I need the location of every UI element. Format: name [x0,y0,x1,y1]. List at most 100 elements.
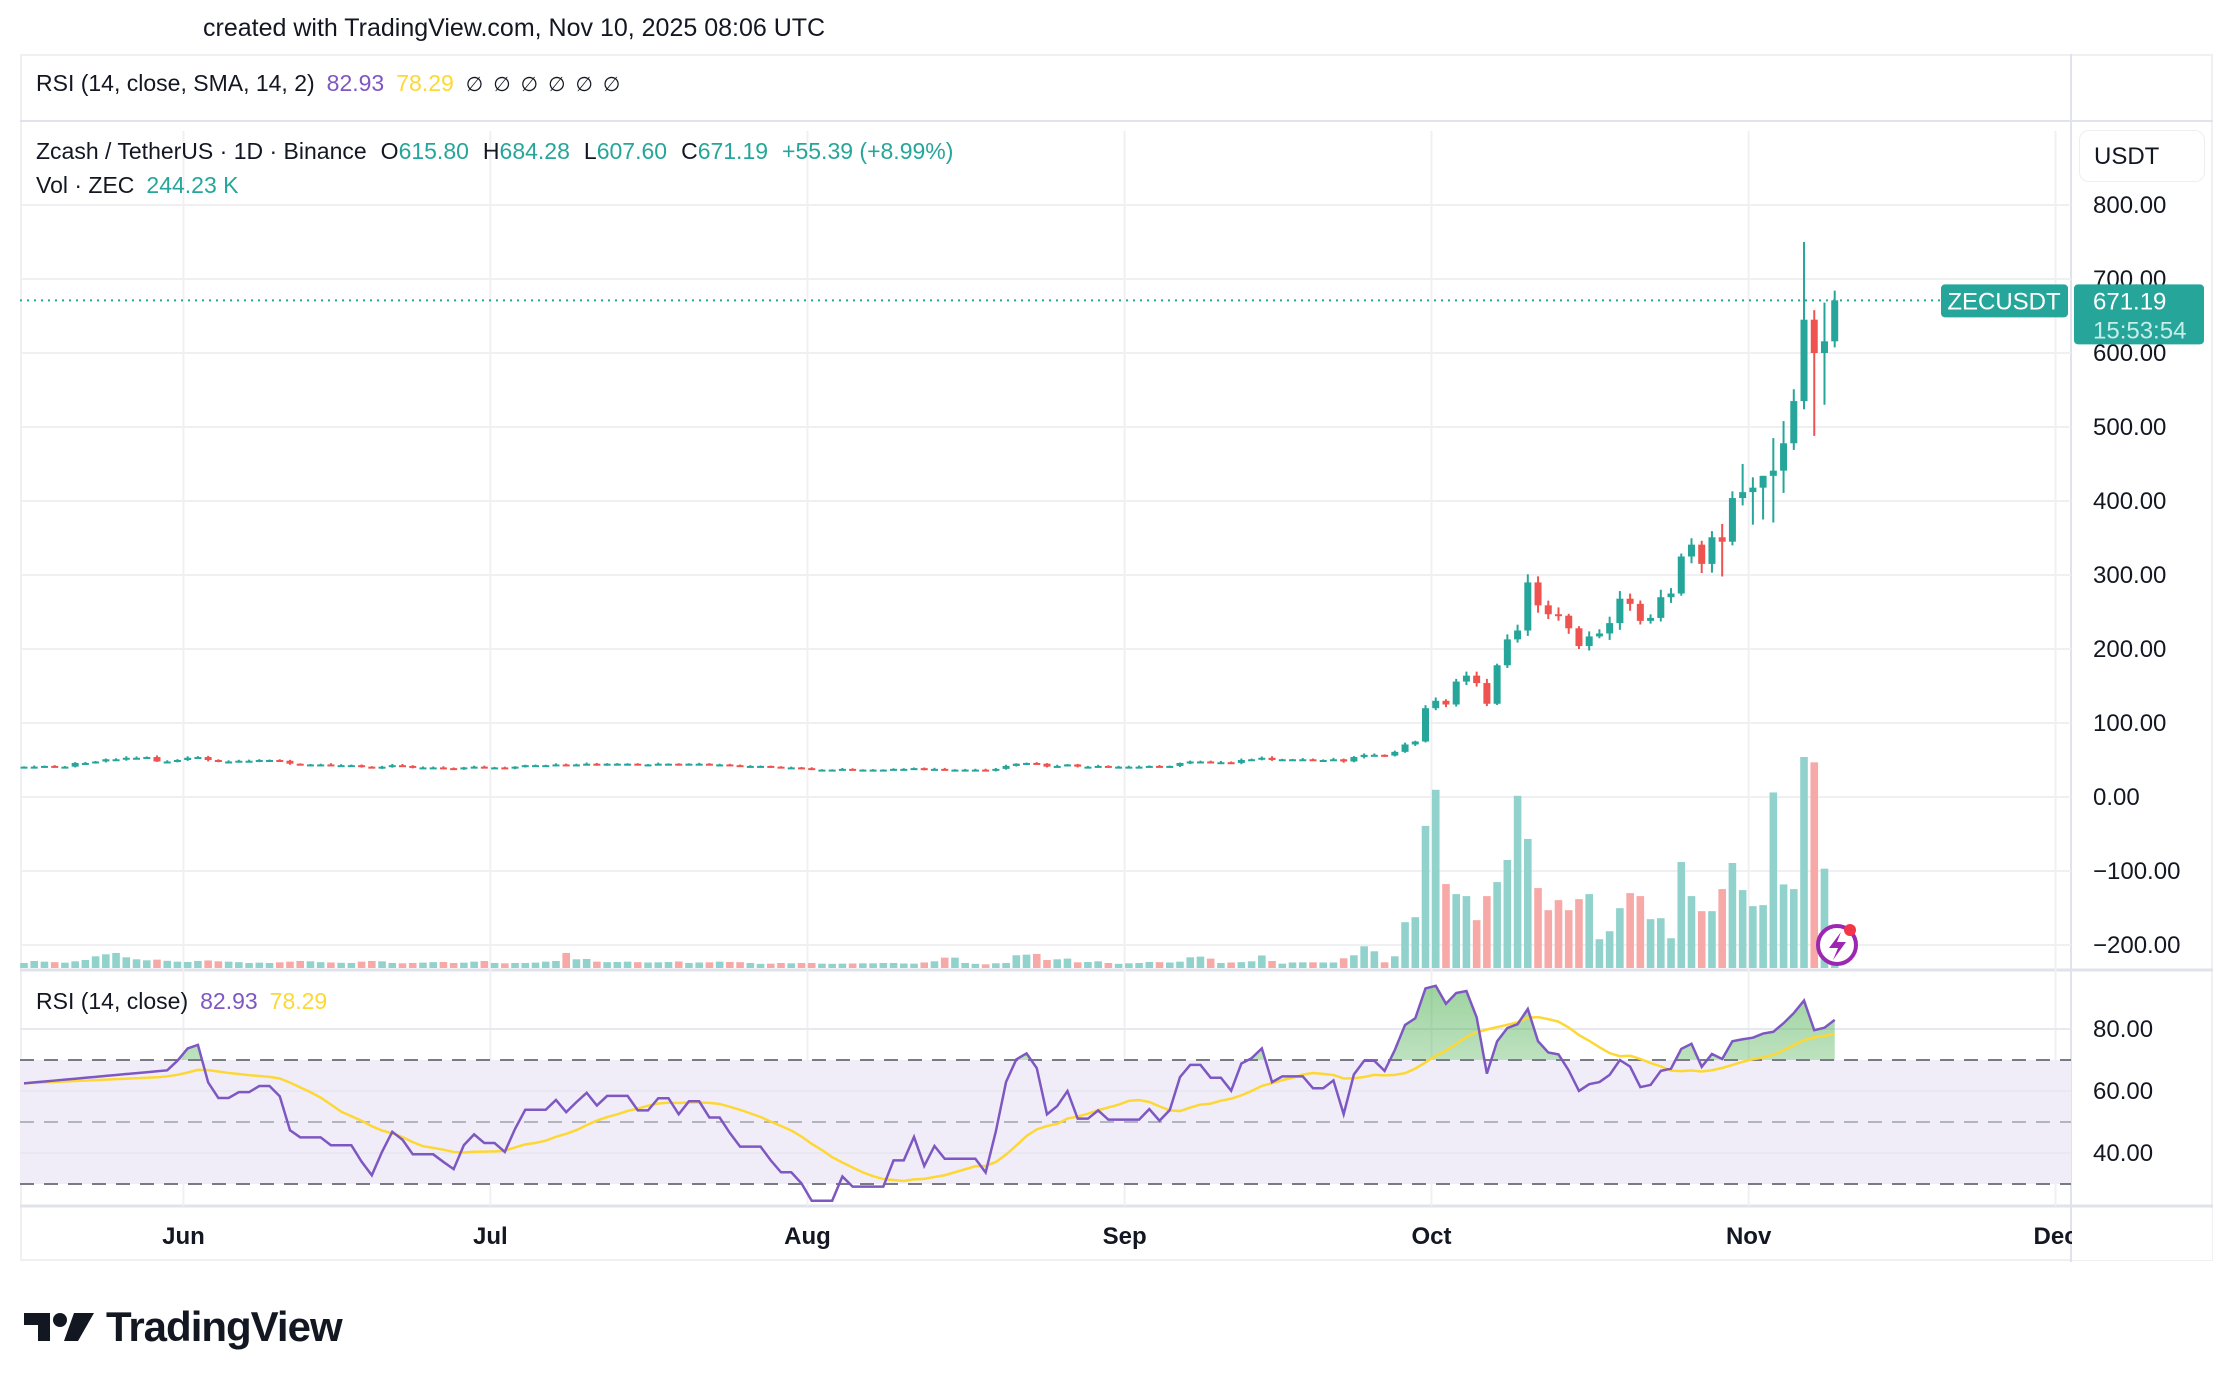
candle [491,766,499,770]
candle [1555,607,1562,621]
candle [1749,477,1757,525]
candle-body [849,768,857,771]
candle-body [1145,765,1153,768]
symbol-tag [1941,284,2068,318]
volume-bar [1125,963,1133,968]
candle-body [1196,761,1204,764]
volume-bar [1534,888,1542,968]
candle [562,763,570,767]
volume-bar [889,962,898,968]
candle-body [1728,498,1736,542]
currency-button[interactable]: USDT [2079,130,2205,182]
volume-bar [838,963,847,968]
candle-body [1104,765,1112,768]
candle [409,765,417,769]
candle [1258,756,1266,761]
volume-bar [1442,884,1450,968]
volume-bar [1646,919,1655,968]
candle-body [439,767,447,770]
candle [276,759,284,762]
candle [1534,576,1542,613]
candle [1626,593,1634,611]
volume-bar [1800,757,1808,968]
candle [685,763,693,766]
volume-bar [1032,953,1041,968]
volume-bar [1196,956,1205,968]
candle [1084,765,1092,769]
candle-body [1063,764,1071,767]
candle-body [255,760,263,762]
time-axis-label: Nov [1726,1223,1772,1250]
candle-body [1462,675,1470,682]
price-tag-countdown: 15:53:54 [2093,317,2186,344]
candle-body [1626,598,1634,604]
close-value: 671.19 [697,138,769,164]
candle [1790,389,1798,450]
candle-body [1636,603,1644,621]
candle-body [92,761,100,764]
candle-body [1575,628,1583,647]
candle-body [409,765,417,768]
candle-body [1514,630,1522,640]
candle-body [1299,759,1307,762]
candle-body [358,765,366,768]
volume-bar [848,963,857,968]
volume-bar [194,960,202,968]
price-axis-label: 600.00 [2093,340,2166,367]
candle [808,767,816,771]
main-series-legend[interactable]: Zcash / TetherUS · 1D · Binance O 615.80 … [36,138,953,165]
candle [470,765,478,769]
candle [1104,765,1112,768]
volume-bar [992,963,1000,968]
price-axis-label: 0.00 [2093,784,2140,811]
volume-bar [1697,911,1706,968]
candle [746,765,754,768]
close-label: C [681,138,698,164]
volume-bar [1135,962,1143,968]
volume-bar [50,962,59,968]
volume-bar [419,962,427,968]
candle-body [1749,487,1757,493]
candle [920,767,928,771]
volume-bar [1544,910,1553,968]
candle-body [808,768,816,771]
volume-bar [541,961,550,968]
volume-bar [40,961,49,968]
nan-value: ∅ [548,74,576,96]
volume-bar [1483,896,1491,968]
tradingview-logo[interactable]: TradingView [24,1303,343,1351]
candle-body [1258,757,1266,760]
rsi-legend-sma: 78.29 [269,988,328,1014]
candle-body [419,767,427,770]
volume-bar [1513,795,1522,968]
volume-bar [286,961,294,968]
candle [1401,742,1409,753]
candle-body [317,764,325,767]
volume-legend[interactable]: Vol · ZEC 244.23 K [36,172,239,199]
candle-body [450,768,458,771]
candle [429,766,437,770]
candle-body [736,765,744,768]
open-value: 615.80 [398,138,469,164]
candle [1217,760,1225,765]
candle-body [1493,665,1501,704]
nan-value: ∅ [602,74,631,96]
candle-body [1739,492,1747,499]
volume-bar [347,962,356,968]
volume-bar [1554,900,1563,968]
volume-bar [20,962,28,968]
lightning-alert-icon[interactable] [1816,924,1858,966]
candle-body [1483,683,1491,704]
candle-body [20,766,28,769]
high-label: H [482,138,500,164]
candle [654,762,662,766]
top-rsi-legend[interactable]: RSI (14, close, SMA, 14, 2) 82.93 78.29 … [36,70,630,97]
rsi-pane-legend[interactable]: RSI (14, close) 82.93 78.29 [36,988,327,1015]
volume-bar [1165,962,1174,968]
volume-bar [81,959,90,968]
volume-bar [337,962,345,968]
symbol-description: Zcash / TetherUS · 1D · Binance [36,138,367,164]
candle-body [511,766,519,769]
candle-body [1555,614,1562,617]
